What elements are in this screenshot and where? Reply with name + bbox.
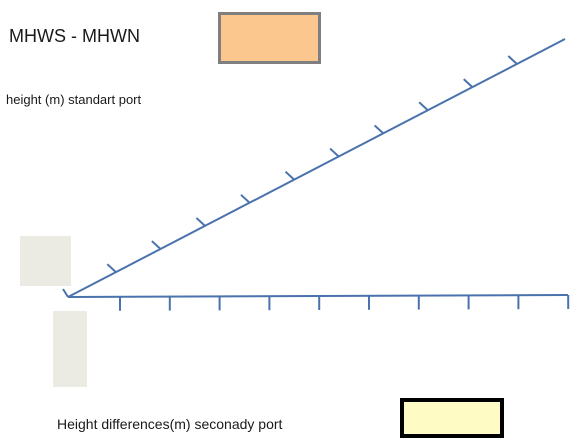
- lower-axis-label: Height differences(m) seconady port: [57, 416, 283, 432]
- upper-axis-tick: [240, 194, 251, 204]
- lower-axis-origin-placeholder: [53, 311, 87, 387]
- upper-axis-line: [67, 38, 566, 298]
- upper-axis-ticks: [106, 55, 518, 273]
- upper-axis-tick: [106, 263, 117, 273]
- lower-axis-ticks: [119, 294, 570, 311]
- lower-axis-line: [67, 294, 569, 298]
- upper-axis-tick: [151, 240, 162, 250]
- upper-axis-label: height (m) standart port: [6, 92, 142, 107]
- upper-axis-tick: [329, 147, 340, 158]
- upper-axis-tick: [284, 170, 295, 181]
- secondary-port-color-box: [400, 398, 504, 438]
- upper-axis-tick: [195, 217, 206, 227]
- mhws-mhwn-color-box: [218, 12, 321, 64]
- upper-axis-tick: [418, 101, 429, 111]
- origin-tick: [62, 288, 69, 298]
- upper-axis-tick: [507, 55, 518, 65]
- diagram-title: MHWS - MHWN: [9, 26, 140, 46]
- upper-axis-origin-placeholder: [20, 236, 71, 286]
- upper-axis-tick: [463, 78, 474, 88]
- upper-axis-tick: [373, 124, 384, 135]
